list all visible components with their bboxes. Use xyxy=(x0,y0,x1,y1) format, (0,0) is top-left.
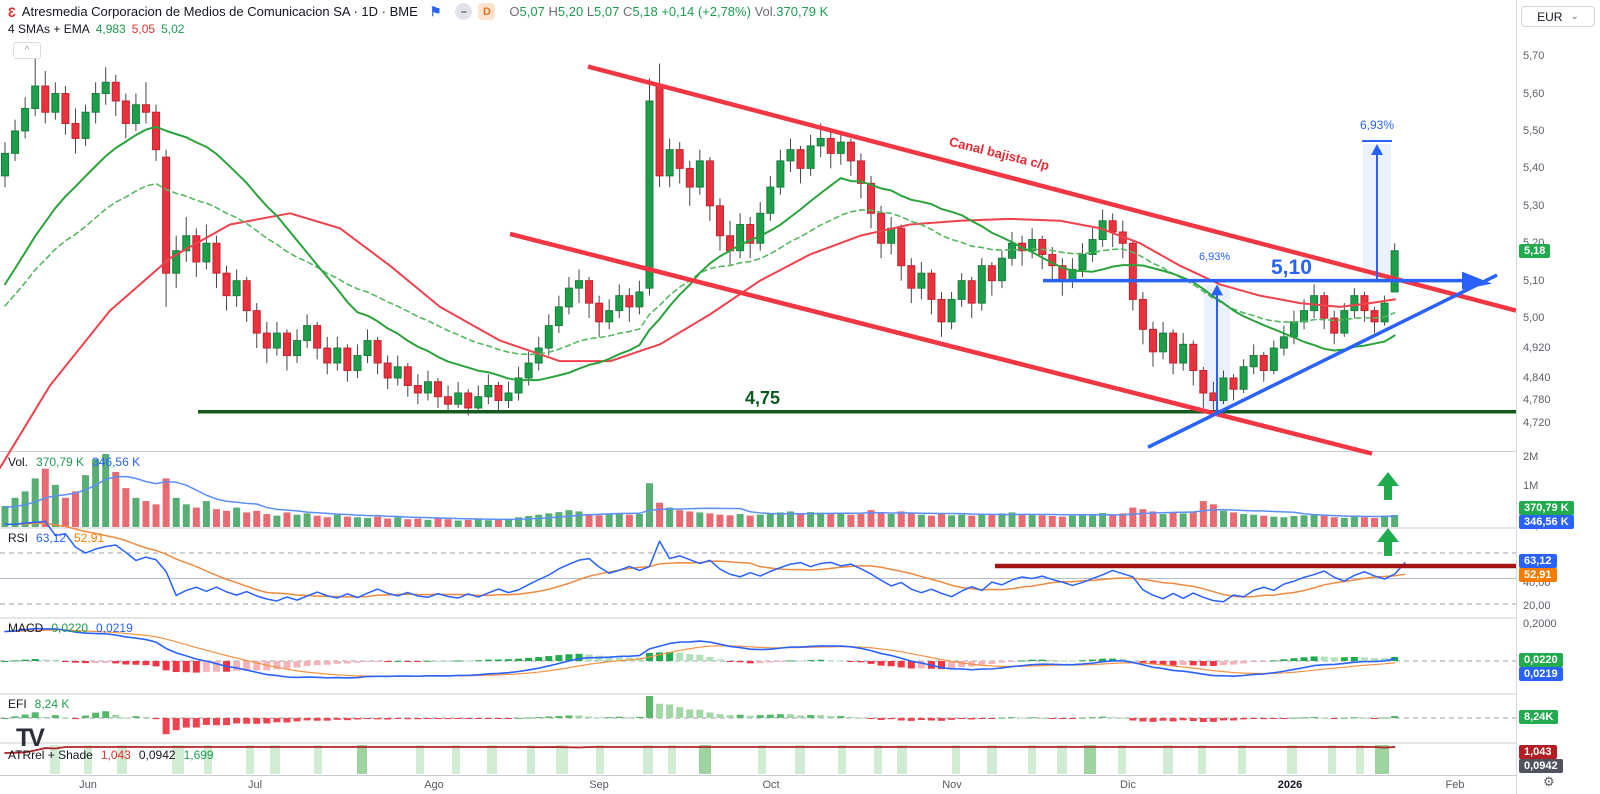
efi-pane-label: EFI xyxy=(8,697,27,711)
compare-minus-icon[interactable]: – xyxy=(455,3,473,20)
rsi-ma-value: 52,91 xyxy=(74,531,105,545)
price-tick: 5,10 xyxy=(1523,274,1545,287)
flag-icon[interactable]: ⚑ xyxy=(429,3,442,19)
axis-settings-gear-icon[interactable]: ⚙ xyxy=(1543,774,1555,789)
ma-value-3: 5,02 xyxy=(161,22,185,36)
price-tick: 5,50 xyxy=(1523,124,1545,137)
ma-legend-name: 4 SMAs + EMA xyxy=(8,22,90,36)
price-tick: 4,920 xyxy=(1523,342,1551,355)
legend-collapse-button[interactable]: ^ xyxy=(13,42,41,59)
axis-value-badge: 0,0220 xyxy=(1519,653,1563,667)
open-value: 5,07 xyxy=(519,4,545,19)
price-tick: 5,30 xyxy=(1523,199,1545,212)
macd-pane-legend[interactable]: MACD 0,0220 0,0219 xyxy=(8,621,133,635)
macd-pane-label: MACD xyxy=(8,621,44,635)
axis-value-badge: 5,18 xyxy=(1519,244,1551,258)
close-value: 5,18 xyxy=(632,4,658,19)
price-tick: 5,40 xyxy=(1523,162,1545,175)
open-label: O xyxy=(509,4,520,19)
ohlc-readout: O5,07 H5,20 L5,07 C5,18 +0,14 (+2,78%) V… xyxy=(509,4,828,19)
axis-label: 2M xyxy=(1523,451,1539,463)
high-label: H xyxy=(548,4,558,19)
efi-pane-legend[interactable]: EFI 8,24 K xyxy=(8,697,69,711)
time-axis-label: 2026 xyxy=(1277,779,1303,791)
efi-value: 8,24 K xyxy=(34,697,70,711)
atr-value-2: 0,0942 xyxy=(138,748,176,762)
price-tick: 4,840 xyxy=(1523,372,1551,384)
tradingview-logo[interactable]: TV xyxy=(16,724,45,752)
symbol-title[interactable]: Atresmedia Corporacion de Medios de Comu… xyxy=(21,4,418,19)
atr-pane-legend[interactable]: ATRrel + Shade 1,043 0,0942 1,699 xyxy=(8,748,214,762)
axis-label: 20,00 xyxy=(1523,600,1551,612)
axis-label: 0,2000 xyxy=(1523,618,1557,630)
axis-label: 1M xyxy=(1523,480,1539,492)
low-label: L xyxy=(586,4,595,19)
time-axis-label: Jul xyxy=(247,779,263,791)
price-tick: 5,00 xyxy=(1523,312,1545,325)
low-value: 5,07 xyxy=(594,4,620,19)
rsi-value: 63,12 xyxy=(36,531,67,545)
high-value: 5,20 xyxy=(557,4,584,19)
axis-value-badge: 0,0942 xyxy=(1519,759,1563,773)
chevron-up-icon: ^ xyxy=(24,45,30,56)
time-axis-label: Oct xyxy=(762,779,780,791)
header: 3 Atresmedia Corporacion de Medios de Co… xyxy=(8,3,828,20)
axis-value-badge: 52,91 xyxy=(1519,568,1557,582)
rsi-pane-label: RSI xyxy=(8,531,29,545)
volume-value: 370,79 K xyxy=(776,4,829,19)
price-tick: 5,70 xyxy=(1523,50,1545,63)
time-axis-label: Feb xyxy=(1445,779,1465,791)
chevron-down-icon: ⌄ xyxy=(1570,11,1579,22)
change-value: +0,14 (+2,78%) xyxy=(661,4,751,19)
time-axis-label: Ago xyxy=(424,779,444,791)
currency-selector[interactable]: EUR ⌄ xyxy=(1521,6,1595,27)
axis-value-badge: 346,56 K xyxy=(1519,515,1574,529)
chart-canvas[interactable] xyxy=(0,0,1516,794)
rsi-pane-legend[interactable]: RSI 63,12 52,91 xyxy=(8,531,104,545)
price-tick: 5,60 xyxy=(1523,87,1545,100)
price-axis[interactable]: EUR ⌄ 5,705,605,505,405,305,205,105,004,… xyxy=(1516,0,1600,794)
volume-pane-legend[interactable]: Vol. 370,79 K 346,56 K xyxy=(8,455,140,469)
time-axis-label: Jun xyxy=(79,779,97,791)
atr-value-3: 1,699 xyxy=(183,748,214,762)
ma-legend[interactable]: 4 SMAs + EMA 4,983 5,05 5,02 xyxy=(8,22,184,36)
price-tick: 4,780 xyxy=(1523,394,1551,407)
axis-value-badge: 63,12 xyxy=(1519,554,1557,568)
time-axis-label: Sep xyxy=(589,779,609,791)
volume-pane-value: 370,79 K xyxy=(36,455,85,469)
macd-line-value: 0,0219 xyxy=(96,621,133,635)
time-axis[interactable]: Jun Jul Ago Sep Oct Nov Dic 2026 Feb xyxy=(0,776,1516,794)
currency-label: EUR xyxy=(1537,9,1563,24)
time-axis-label: Nov xyxy=(942,779,962,791)
price-tick: 4,720 xyxy=(1523,416,1551,429)
axis-value-badge: 370,79 K xyxy=(1519,501,1574,515)
volume-label: Vol. xyxy=(754,4,777,19)
close-label: C xyxy=(622,4,633,19)
atr-value-1: 1,043 xyxy=(100,748,131,762)
volume-ma-value: 346,56 K xyxy=(92,455,141,469)
ma-value-1: 4,983 xyxy=(95,22,126,36)
volume-pane-label: Vol. xyxy=(8,455,29,469)
axis-value-badge: 1,043 xyxy=(1519,745,1557,759)
interval-button[interactable]: D xyxy=(478,3,496,20)
axis-value-badge: 0,0219 xyxy=(1519,667,1563,681)
atr-pane-label: ATRrel + Shade xyxy=(8,748,93,762)
time-axis-label: Dic xyxy=(1120,779,1136,791)
ma-value-2: 5,05 xyxy=(131,22,156,36)
macd-hist-value: 0,0220 xyxy=(51,621,89,635)
axis-value-badge: 8,24K xyxy=(1519,710,1559,724)
